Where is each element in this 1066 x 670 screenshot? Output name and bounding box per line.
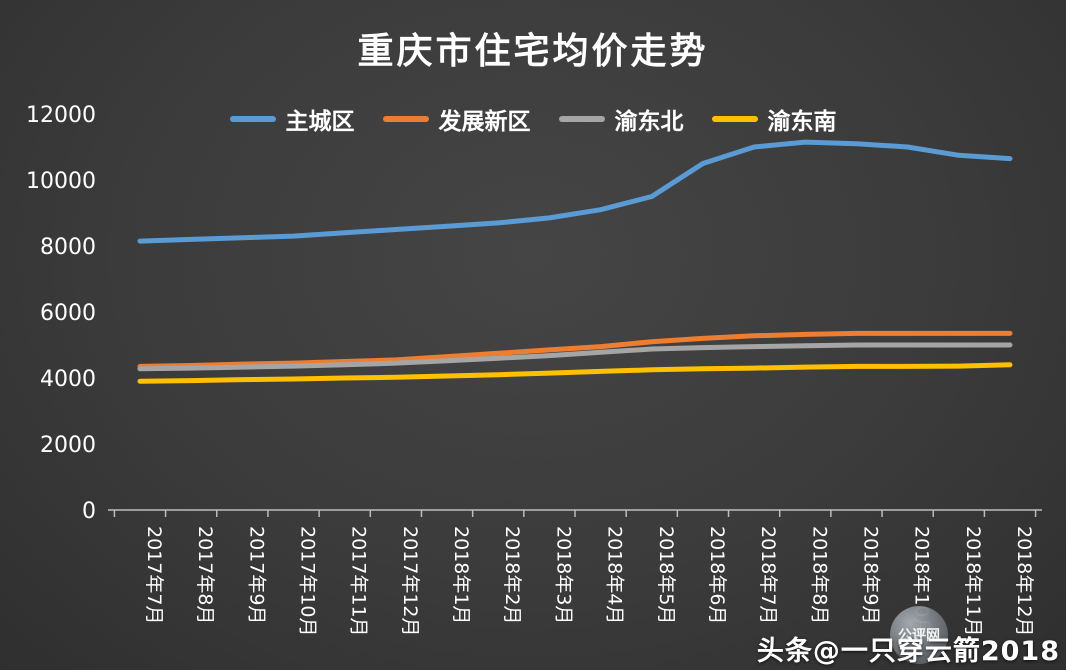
y-tick-label: 6000 — [40, 301, 96, 326]
legend-swatch-3 — [711, 116, 758, 122]
chart-title: 重庆市住宅均价走势 — [357, 31, 709, 72]
y-tick-label: 4000 — [40, 367, 96, 392]
x-tick-label: 2018年2月 — [501, 526, 523, 624]
x-tick-label: 2018年11月 — [962, 526, 984, 637]
legend-swatch-0 — [229, 116, 276, 122]
x-tick-label: 2018年8月 — [808, 526, 830, 624]
y-tick-label: 8000 — [40, 235, 96, 260]
y-tick-label: 2000 — [40, 433, 96, 458]
x-tick-label: 2018年1月 — [450, 526, 472, 624]
x-tick-label: 2017年9月 — [245, 526, 267, 624]
legend-swatch-1 — [382, 116, 429, 122]
legend-item-3: 渝东南 — [711, 102, 837, 136]
series-line-2 — [137, 342, 1013, 372]
series-line-3 — [137, 362, 1013, 384]
y-tick-label: 12000 — [26, 103, 96, 128]
x-tick-label: 2018年7月 — [757, 526, 779, 624]
x-tick-label: 2018年4月 — [604, 526, 626, 624]
legend-swatch-2 — [558, 116, 605, 122]
legend-label-1: 发展新区 — [438, 109, 531, 135]
x-tick-label: 2018年12月 — [1013, 526, 1035, 637]
x-tick-label: 2017年11月 — [348, 526, 370, 637]
legend-item-0: 主城区 — [229, 102, 355, 136]
legend-item-2: 渝东北 — [558, 102, 684, 136]
x-tick-label: 2018年5月 — [655, 526, 677, 624]
legend-item-1: 发展新区 — [382, 102, 531, 136]
x-tick-label: 2017年12月 — [399, 526, 421, 637]
watermark-logo: 公评网 — [890, 606, 948, 664]
x-tick-label: 2017年10月 — [297, 526, 319, 637]
watermark-text: 头条@一只穿云箭2018 — [756, 636, 1060, 667]
x-tick-label: 2018年6月 — [706, 526, 728, 624]
x-tick-label: 2017年8月 — [194, 526, 216, 624]
x-tick-label: 2018年3月 — [552, 526, 574, 624]
y-tick-label: 10000 — [26, 169, 96, 194]
series-line-1 — [137, 330, 1013, 369]
x-tick-label: 2018年9月 — [859, 526, 881, 624]
watermark-logo-label: 公评网 — [898, 628, 940, 644]
legend-label-2: 渝东北 — [614, 109, 684, 135]
legend-label-3: 渝东南 — [767, 109, 837, 135]
series-line-0 — [137, 139, 1013, 244]
x-tick-label: 2017年7月 — [143, 526, 165, 624]
chart-legend: 主城区 发展新区 渝东北 渝东南 — [0, 102, 1066, 136]
legend-label-0: 主城区 — [285, 109, 355, 135]
y-tick-label: 0 — [82, 499, 96, 524]
